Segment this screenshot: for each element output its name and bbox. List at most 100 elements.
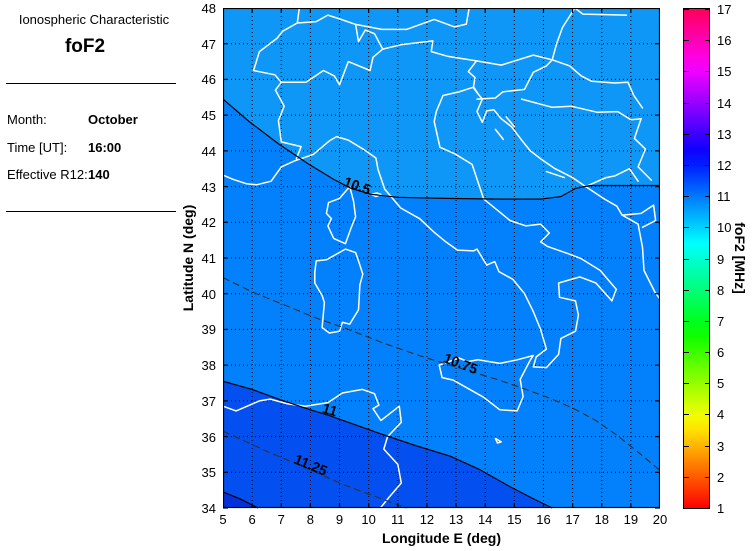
coastline-africa-coast [223,388,403,509]
colorbar-tick-mark [684,508,689,509]
coastline-border-hr-hu [551,59,644,109]
field-row: Month: October [7,112,187,128]
x-tick-label: 10 [361,512,376,527]
x-tick-label: 16 [536,512,551,527]
colorbar-tick-label: 4 [717,407,725,422]
x-tick-label: 13 [448,512,464,527]
coastline-border-si-hr [476,59,553,100]
colorbar-tick-label: 12 [717,158,732,173]
colorbar-tick-mark [684,352,689,353]
field-label: Month: [7,112,47,127]
colorbar-tick-mark [705,71,710,72]
coastline-border-at-south [381,40,553,66]
colorbar-tick-label: 3 [717,439,725,454]
x-tick-label: 8 [306,512,314,527]
colorbar-tick-mark [705,290,710,291]
colorbar-tick-mark [684,446,689,447]
colorbar-tick-label: 15 [717,64,732,79]
field-label: Effective R12: [7,167,88,182]
field-value: 140 [88,167,110,182]
colorbar-tick-mark [684,414,689,415]
colorbar-tick-mark [705,414,710,415]
x-tick-label: 14 [477,512,493,527]
colorbar-tick-label: 16 [717,33,732,48]
colorbar-tick-label: 6 [717,345,725,360]
coastline-island-cres [494,128,505,141]
colorbar-tick-mark [705,227,710,228]
colorbar-tick-label: 9 [717,252,725,267]
coastline-border-rhine [296,8,301,24]
panel-divider-top [6,83,176,84]
coastline-border-fr-it [274,81,302,160]
colorbar-title: foF2 [MHz] [732,222,748,294]
coastline-island-brac [545,170,566,179]
characteristic-name: foF2 [64,36,106,57]
y-tick-label: 40 [201,286,216,302]
colorbar-tick-mark [705,383,710,384]
x-tick-label: 15 [507,512,522,527]
coastline-balkan-coast [476,92,660,300]
field-row: Effective R12: 140 [7,167,187,183]
colorbar-tick-mark [705,134,710,135]
colorbar-tick-mark [684,71,689,72]
x-tick-label: 9 [335,512,344,527]
y-tick-label: 43 [201,179,216,195]
x-tick-label: 12 [419,512,435,527]
coastline-border-ba-me [584,167,639,188]
colorbar-tick-label: 8 [717,283,725,298]
coastline-border-ba-rs [633,117,653,181]
colorbar-tick-mark [684,196,689,197]
x-tick-label: 20 [652,512,668,527]
panel-divider-bottom [6,211,176,212]
y-tick-label: 45 [201,108,216,124]
colorbar-tick-mark [684,321,689,322]
colorbar-tick-mark [705,446,710,447]
x-tick-label: 11 [391,512,405,527]
coastline-sardinia [314,248,364,334]
x-tick-label: 5 [219,512,227,527]
colorbar-tick-mark [684,103,689,104]
coastline-border-at-hu [551,8,576,61]
colorbar-tick-mark [684,165,689,166]
x-tick-label: 17 [565,512,580,527]
colorbar-tick-mark [684,259,689,260]
y-tick-label: 42 [201,215,216,231]
x-tick-label: 19 [623,512,639,527]
colorbar-tick-label: 11 [717,189,731,204]
colorbar-tick-mark [705,508,710,509]
colorbar-tick-label: 17 [717,2,732,17]
y-tick-label: 34 [201,501,216,516]
colorbar-tick-mark [705,9,710,10]
y-tick-label: 35 [201,465,216,481]
fill-band [223,381,553,508]
coastline-border-me-al [621,204,657,229]
y-tick-label: 37 [201,393,216,409]
colorbar-tick-mark [705,196,710,197]
x-tick-label: 6 [248,512,256,527]
y-tick-label: 44 [201,143,216,159]
y-tick-label: 36 [201,429,216,445]
y-tick-label: 41 [201,251,216,266]
colorbar-tick-mark [684,40,689,41]
colorbar-tick-mark [705,40,710,41]
contour-label-11: 11 [321,400,340,420]
colorbar-tick-mark [684,383,689,384]
colorbar-tick-label: 2 [717,470,725,485]
plot-frame [223,8,660,509]
coastline-border-it-si [467,60,479,95]
y-tick-label: 38 [201,358,216,374]
x-axis-title: Longitude E (deg) [382,530,501,546]
info-panel: Ionospheric Characteristic foF2 Month: Oc… [0,0,190,551]
y-tick-label: 39 [201,322,216,338]
colorbar-tick-label: 7 [717,314,725,329]
colorbar-tick-label: 5 [717,376,725,391]
contour-line-11.25 [223,430,407,509]
coastline-italy-coast [223,86,618,369]
colorbar-tick-mark [705,165,710,166]
colorbar-tick-label: 1 [717,501,725,516]
colorbar-tick-mark [684,227,689,228]
colorbar-tick-mark [705,259,710,260]
y-tick-label: 47 [201,36,216,52]
coastline-island-pag [505,116,516,128]
